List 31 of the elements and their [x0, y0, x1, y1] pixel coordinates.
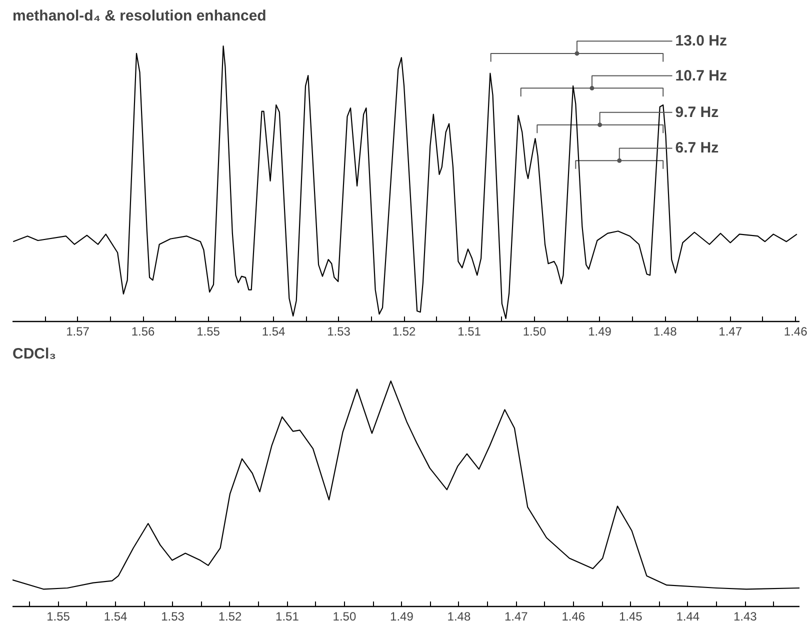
- x-tick-label: 1.48: [447, 610, 471, 623]
- x-tick-label: 1.46: [562, 610, 586, 623]
- x-tick-label: 1.56: [131, 324, 156, 338]
- x-tick-label: 1.44: [676, 610, 700, 623]
- x-tick-label: 1.49: [390, 610, 414, 623]
- x-tick-label: 1.43: [733, 610, 758, 623]
- x-tick-label: 1.52: [218, 610, 242, 623]
- x-tick-label: 1.53: [327, 324, 351, 338]
- x-tick-label: 1.53: [161, 610, 185, 623]
- x-tick-label: 1.47: [504, 610, 528, 623]
- x-tick-label: 1.51: [458, 324, 482, 338]
- x-tick-label: 1.50: [522, 324, 547, 338]
- x-tick-label: 1.57: [66, 324, 90, 338]
- x-tick-label: 1.55: [46, 610, 70, 623]
- x-tick-label: 1.48: [653, 324, 678, 338]
- x-tick-label: 1.45: [618, 610, 643, 623]
- annotation: 6.7 Hz: [675, 140, 719, 157]
- x-tick-label: 1.47: [718, 324, 742, 338]
- x-tick-label: 1.50: [332, 610, 356, 623]
- annotation: 9.7 Hz: [675, 104, 719, 121]
- x-tick-label: 1.55: [196, 324, 220, 338]
- x-tick-label: 1.51: [276, 610, 300, 623]
- annotation: 10.7 Hz: [675, 67, 727, 84]
- chart-title: methanol-d₄ & resolution enhanced: [12, 8, 266, 24]
- x-tick-label: 1.54: [262, 324, 286, 338]
- x-tick-label: 1.52: [392, 324, 416, 338]
- annotation: 13.0 Hz: [675, 32, 727, 50]
- chart-title: CDCl₃: [12, 346, 56, 362]
- x-tick-label: 1.46: [784, 324, 807, 338]
- x-tick-label: 1.54: [104, 610, 128, 623]
- x-tick-label: 1.49: [588, 324, 612, 338]
